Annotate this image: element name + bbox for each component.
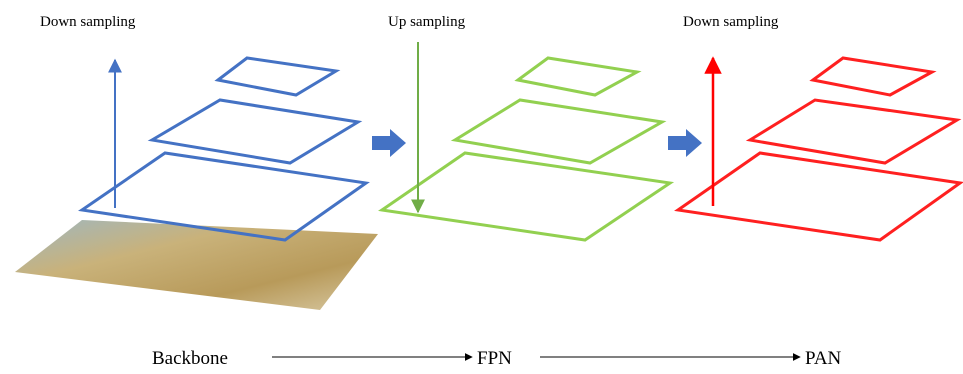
block-arrow: [668, 129, 702, 157]
input-image: [15, 220, 378, 310]
stage-label: PAN: [805, 348, 842, 369]
header: Down sampling: [40, 14, 136, 30]
header: Down sampling: [683, 14, 779, 30]
block-arrow: [372, 129, 406, 157]
fpn-layers: [382, 58, 670, 240]
pan-layers: [678, 58, 960, 240]
backbone-layers: [82, 58, 366, 240]
diagram: Down sampling Up sampling Down sampling …: [0, 0, 963, 374]
header: Up sampling: [388, 14, 466, 30]
stage-label: FPN: [477, 348, 512, 369]
stage-label: Backbone: [152, 348, 228, 369]
